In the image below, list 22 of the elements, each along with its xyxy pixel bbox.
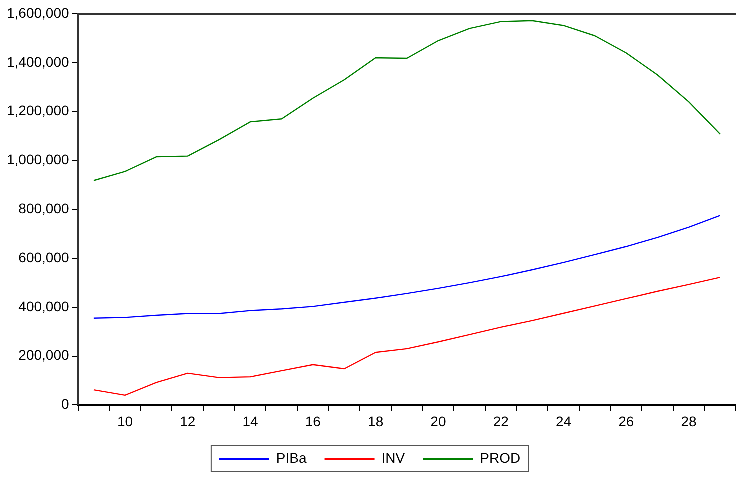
x-tick-label: 24 — [556, 413, 572, 430]
y-tick-label: 1,200,000 — [6, 102, 70, 119]
x-tick-label: 22 — [493, 413, 510, 430]
x-tick-label: 26 — [618, 413, 634, 430]
x-tick-label: 18 — [368, 413, 384, 430]
legend-label: PROD — [480, 450, 521, 466]
y-tick-label: 200,000 — [18, 347, 70, 364]
x-tick-label: 12 — [180, 413, 196, 430]
legend-label: PIBa — [276, 450, 307, 466]
x-tick-label: 14 — [242, 413, 259, 430]
x-tick-label: 28 — [681, 413, 698, 430]
y-tick-label: 1,000,000 — [6, 152, 70, 168]
x-tick-label: 10 — [117, 413, 134, 430]
legend-label: INV — [382, 450, 406, 466]
y-tick-label: 600,000 — [18, 249, 70, 266]
x-tick-label: 16 — [305, 413, 322, 430]
x-tick-label: 20 — [430, 413, 446, 430]
y-tick-label: 400,000 — [18, 298, 70, 314]
y-tick-label: 1,600,000 — [6, 4, 70, 21]
y-tick-label: 1,400,000 — [6, 54, 70, 70]
y-tick-label: 0 — [61, 396, 70, 412]
y-tick-label: 800,000 — [18, 200, 70, 216]
